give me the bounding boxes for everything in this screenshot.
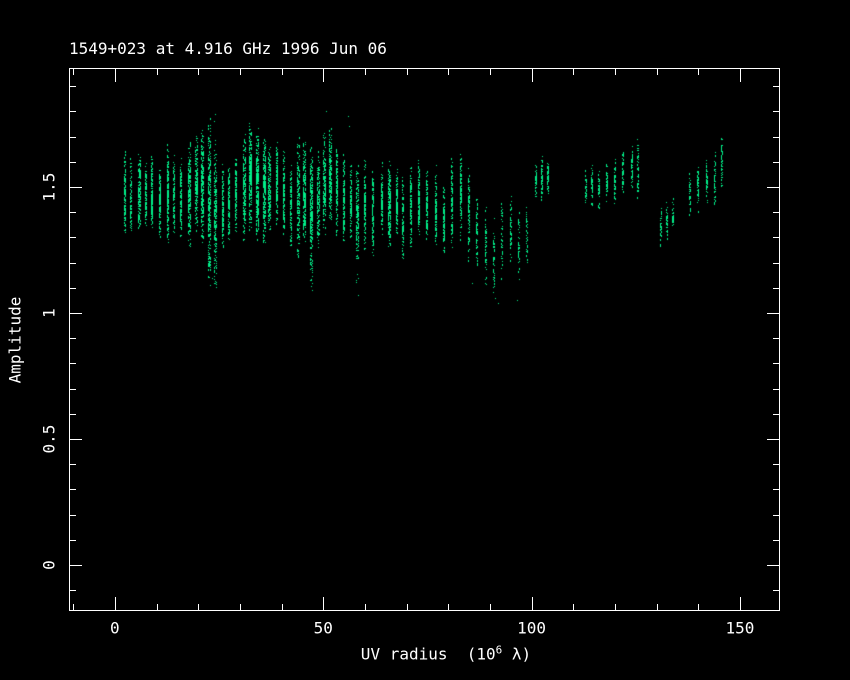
tick-mark [448, 604, 449, 611]
tick-mark [69, 86, 76, 87]
tick-mark [198, 604, 199, 611]
tick-mark [69, 464, 76, 465]
tick-mark [69, 414, 76, 415]
tick-mark [773, 212, 780, 213]
tick-mark [773, 288, 780, 289]
tick-mark [657, 604, 658, 611]
tick-mark [773, 137, 780, 138]
tick-mark [767, 565, 780, 566]
y-tick-label: 0.5 [39, 424, 59, 454]
tick-mark [773, 540, 780, 541]
tick-mark [698, 604, 699, 611]
tick-mark [448, 68, 449, 75]
tick-mark [69, 439, 82, 440]
tick-mark [773, 237, 780, 238]
tick-mark [69, 489, 76, 490]
tick-mark [69, 263, 76, 264]
tick-mark [767, 439, 780, 440]
tick-mark [773, 111, 780, 112]
tick-mark [532, 68, 533, 82]
tick-mark [69, 137, 76, 138]
tick-mark [73, 68, 74, 75]
tick-mark [773, 489, 780, 490]
tick-mark [773, 338, 780, 339]
tick-mark [773, 162, 780, 163]
tick-mark [740, 597, 741, 611]
tick-mark [767, 187, 780, 188]
plot-title: 1549+023 at 4.916 GHz 1996 Jun 06 [69, 39, 387, 58]
x-axis-title-superscript: 6 [495, 643, 503, 657]
tick-mark [69, 515, 76, 516]
tick-mark [773, 263, 780, 264]
tick-mark [240, 604, 241, 611]
tick-mark [773, 414, 780, 415]
x-tick-label: 150 [725, 618, 755, 638]
scatter-points-canvas [69, 68, 780, 611]
x-axis-title-prefix: UV radius (10 [360, 644, 496, 664]
tick-mark [407, 604, 408, 611]
tick-mark [69, 111, 76, 112]
x-tick-label: 100 [517, 618, 547, 638]
tick-mark [69, 590, 76, 591]
tick-mark [767, 313, 780, 314]
tick-mark [573, 68, 574, 75]
tick-mark [157, 604, 158, 611]
tick-mark [69, 389, 76, 390]
y-tick-label: 0 [39, 560, 59, 570]
x-axis-title-suffix: λ) [502, 644, 532, 664]
tick-mark [323, 68, 324, 82]
tick-mark [323, 597, 324, 611]
tick-mark [365, 604, 366, 611]
tick-mark [73, 604, 74, 611]
tick-mark [69, 162, 76, 163]
tick-mark [740, 68, 741, 82]
tick-mark [773, 515, 780, 516]
tick-mark [115, 68, 116, 82]
tick-mark [407, 68, 408, 75]
tick-mark [69, 540, 76, 541]
plot-area [69, 68, 780, 611]
tick-mark [282, 604, 283, 611]
tick-mark [365, 68, 366, 75]
tick-mark [198, 68, 199, 75]
tick-mark [532, 597, 533, 611]
tick-mark [157, 68, 158, 75]
tick-mark [773, 389, 780, 390]
tick-mark [573, 604, 574, 611]
tick-mark [69, 187, 82, 188]
tick-mark [490, 68, 491, 75]
tick-mark [115, 597, 116, 611]
tick-mark [282, 68, 283, 75]
y-tick-label: 1 [39, 308, 59, 318]
y-tick-label: 1.5 [39, 172, 59, 202]
x-axis-title: UV radius (106 λ) [360, 643, 532, 664]
tick-mark [69, 212, 76, 213]
tick-mark [615, 68, 616, 75]
x-tick-label: 50 [313, 618, 333, 638]
tick-mark [773, 464, 780, 465]
tick-mark [657, 68, 658, 75]
tick-mark [773, 363, 780, 364]
tick-mark [698, 68, 699, 75]
tick-mark [69, 237, 76, 238]
tick-mark [615, 604, 616, 611]
tick-mark [773, 590, 780, 591]
tick-mark [69, 338, 76, 339]
tick-mark [773, 86, 780, 87]
tick-mark [490, 604, 491, 611]
y-axis-title: Amplitude [5, 296, 25, 384]
tick-mark [69, 288, 76, 289]
tick-mark [69, 313, 82, 314]
tick-mark [69, 363, 76, 364]
tick-mark [240, 68, 241, 75]
x-tick-label: 0 [110, 618, 120, 638]
tick-mark [69, 565, 82, 566]
